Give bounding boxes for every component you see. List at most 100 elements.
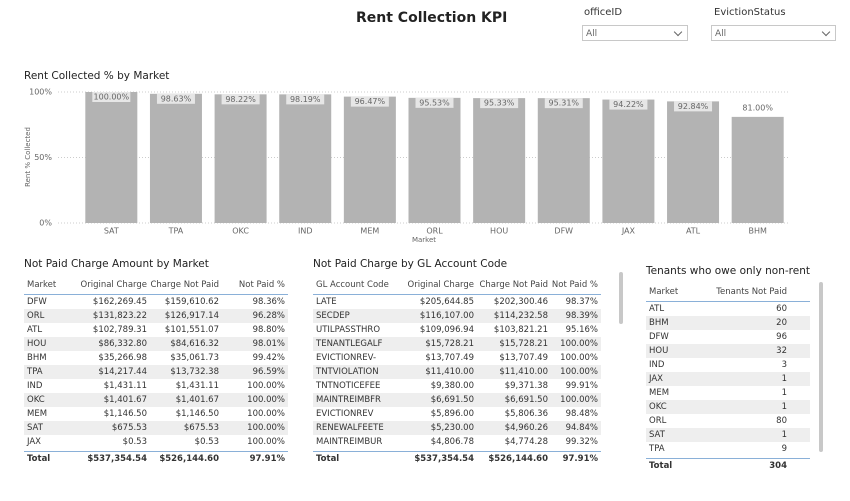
- filter-dropdown[interactable]: All: [582, 25, 688, 41]
- table-row: TENANTLEGALF $15,728.21 $15,728.21 100.00%: [313, 337, 601, 351]
- value-label: 98.19%: [290, 95, 321, 104]
- table-cell: TPA: [649, 444, 665, 454]
- table-row: OKC 1: [646, 400, 810, 414]
- value-label-bg: [156, 93, 195, 104]
- x-tick-label: JAX: [621, 227, 636, 236]
- value-label-bg: [674, 101, 713, 112]
- value-label: 95.33%: [484, 99, 515, 108]
- header-cell: Original Charge: [80, 280, 147, 290]
- table-cell: 95.16%: [565, 325, 598, 335]
- table-cell: RENEWALFEETE: [316, 423, 384, 433]
- table-row: JAX 1: [646, 372, 810, 386]
- table-cell: OKC: [649, 402, 667, 412]
- table-cell: ORL: [27, 311, 45, 321]
- table-cell: $101,551.07: [164, 325, 219, 335]
- value-label-bg: [286, 94, 325, 105]
- table-header: GL Account Code Original Charge Charge Not…: [313, 278, 601, 295]
- table-cell: 100.00%: [560, 339, 598, 349]
- table-cell: $35,266.98: [98, 353, 147, 363]
- table-cell: $0.53: [122, 437, 147, 447]
- table-row: EVICTIONREV- $13,707.49 $13,707.49 100.00%: [313, 351, 601, 365]
- table-cell: 94.84%: [565, 423, 598, 433]
- table-cell: TENANTLEGALF: [316, 339, 383, 349]
- total-cell: 304: [769, 461, 787, 471]
- table-cell: $109,096.94: [419, 325, 474, 335]
- table-cell: $4,960.26: [504, 423, 548, 433]
- table-cell: 98.48%: [565, 409, 598, 419]
- value-label-bg: [544, 98, 583, 109]
- value-label: 92.84%: [678, 102, 709, 111]
- table-cell: 9: [781, 444, 787, 454]
- header-cell: Market: [27, 280, 57, 290]
- table-cell: 99.91%: [565, 381, 598, 391]
- table-cell: 60: [776, 304, 787, 314]
- table-cell: $116,107.00: [419, 311, 474, 321]
- table-cell: 98.36%: [252, 297, 285, 307]
- table-cell: $5,896.00: [430, 409, 474, 419]
- scrollbar[interactable]: [819, 282, 823, 452]
- scrollbar[interactable]: [619, 272, 623, 324]
- table-header: Market Tenants Not Paid: [646, 285, 810, 302]
- value-label-bg: [92, 92, 131, 102]
- table-cell: $84,616.32: [170, 339, 219, 349]
- table-cell: $0.53: [194, 437, 219, 447]
- header-cell: Market: [649, 287, 679, 297]
- value-label: 81.00%: [742, 103, 773, 112]
- y-tick-label: 100%: [29, 88, 52, 97]
- table-cell: 32: [776, 346, 787, 356]
- table-cell: 100.00%: [560, 353, 598, 363]
- table-cell: ATL: [27, 325, 43, 335]
- table-cell: $675.53: [183, 423, 219, 433]
- table-cell: $159,610.62: [164, 297, 219, 307]
- table-row: OKC $1,401.67 $1,401.67 100.00%: [24, 393, 288, 407]
- table-row: HOU 32: [646, 344, 810, 358]
- table-row: ATL $102,789.31 $101,551.07 98.80%: [24, 323, 288, 337]
- table-cell: ATL: [649, 304, 665, 314]
- table-row: LATE $205,644.85 $202,300.46 98.37%: [313, 295, 601, 309]
- bar: [149, 93, 202, 223]
- table-cell: $4,774.28: [504, 437, 548, 447]
- table-cell: OKC: [27, 395, 45, 405]
- table-cell: 100.00%: [560, 367, 598, 377]
- table-row: ATL 60: [646, 302, 810, 316]
- table-row: IND 3: [646, 358, 810, 372]
- bar: [85, 92, 138, 223]
- table-cell: $35,061.73: [170, 353, 219, 363]
- table-cell: SAT: [27, 423, 43, 433]
- table-total: Total $537,354.54 $526,144.60 97.91%: [313, 451, 601, 466]
- table-cell: IND: [649, 360, 665, 370]
- table-cell: 98.37%: [565, 297, 598, 307]
- table-cell: 3: [781, 360, 787, 370]
- table-row: MEM 1: [646, 386, 810, 400]
- table-cell: $205,644.85: [419, 297, 474, 307]
- table: Not Paid Charge Amount by Market Market Or…: [24, 258, 288, 466]
- table-row: MAINTREIMBFR $6,691.50 $6,691.50 100.00%: [313, 393, 601, 407]
- chart-title: Rent Collected % by Market: [24, 70, 169, 82]
- table-row: ORL 80: [646, 414, 810, 428]
- table-cell: 100.00%: [560, 395, 598, 405]
- total-cell: 97.91%: [562, 454, 598, 464]
- table-row: DFW 96: [646, 330, 810, 344]
- total-cell: $537,354.54: [87, 454, 147, 464]
- bar: [279, 94, 332, 224]
- table-cell: SECDEP: [316, 311, 350, 321]
- table-cell: $11,410.00: [425, 367, 474, 377]
- x-tick-label: ATL: [686, 227, 701, 236]
- table-total: Total 304: [646, 458, 810, 473]
- x-tick-label: DFW: [554, 227, 573, 236]
- table-cell: 1: [781, 402, 787, 412]
- total-cell: Total: [649, 461, 673, 471]
- table-cell: $202,300.46: [493, 297, 548, 307]
- table-cell: $5,230.00: [430, 423, 474, 433]
- table-row: TNTNOTICEFEE $9,380.00 $9,371.38 99.91%: [313, 379, 601, 393]
- table-cell: $13,732.38: [170, 367, 219, 377]
- table-cell: 1: [781, 388, 787, 398]
- header-cell: Charge Not Paid: [479, 280, 548, 290]
- table-cell: TNTNOTICEFEE: [316, 381, 381, 391]
- table-cell: $1,431.11: [103, 381, 147, 391]
- filter-dropdown[interactable]: All: [711, 25, 836, 41]
- value-label-bg: [480, 98, 519, 109]
- table-cell: $86,332.80: [98, 339, 147, 349]
- table-cell: EVICTIONREV: [316, 409, 374, 419]
- table-cell: SAT: [649, 430, 665, 440]
